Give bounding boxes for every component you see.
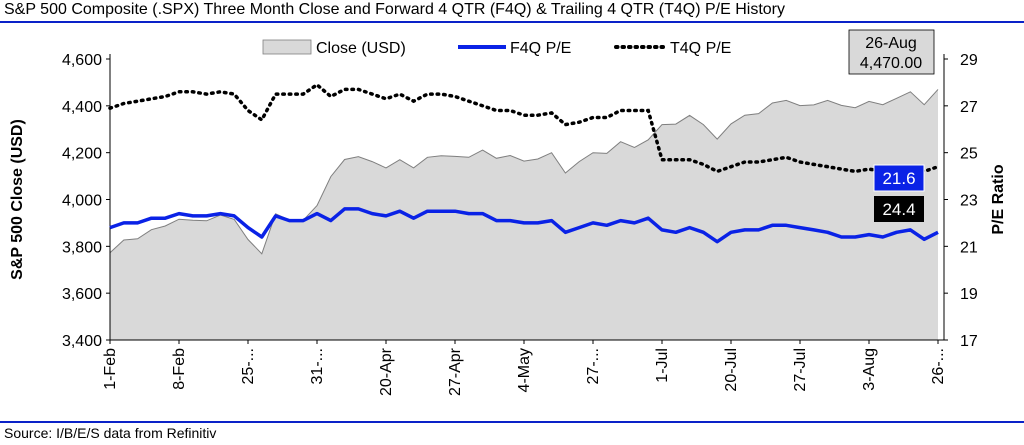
tick-labels-layer: 3,400 3,600 3,800 4,000 4,200 4,400 4,600 17 19 2… — [9, 52, 1007, 396]
x-tick-label: 1-Jul — [654, 348, 671, 383]
t4q-latest-value: 24.4 — [882, 200, 915, 219]
right-tick-label: 19 — [960, 286, 978, 303]
x-tick-label: 31-... — [309, 348, 326, 384]
close-area-outline — [109, 89, 939, 255]
x-tick-label: 20-Apr — [378, 347, 395, 396]
right-tick-label: 21 — [960, 239, 978, 256]
left-tick-label: 3,800 — [62, 239, 102, 256]
left-tick-label: 4,200 — [62, 146, 102, 163]
left-tick-label: 3,600 — [62, 286, 102, 303]
close-area — [110, 89, 938, 341]
x-tick-label: 27-Apr — [447, 347, 464, 396]
t4q-latest-badge — [874, 196, 924, 222]
f4q-pe-line — [109, 207, 939, 244]
right-tick-label: 17 — [960, 333, 978, 350]
x-tick-label: 25-... — [240, 348, 257, 384]
left-tick-label: 4,600 — [62, 52, 102, 69]
t4q-pe-line — [108, 82, 940, 174]
right-tick-label: 23 — [960, 193, 978, 210]
x-tick-label: 1-Feb — [102, 348, 119, 390]
latest-date-label: 26-Aug — [865, 35, 917, 52]
x-tick-label: 8-Feb — [171, 348, 188, 390]
right-tick-label: 25 — [960, 146, 978, 163]
legend-t4q-label: T4Q P/E — [670, 40, 731, 57]
legend-close-swatch — [262, 39, 312, 55]
latest-close-label: 4,470.00 — [860, 55, 922, 72]
legend-close-label: Close (USD) — [316, 40, 406, 57]
right-axis-title: P/E Ratio — [990, 164, 1007, 234]
x-tick-label: 26-... — [930, 348, 947, 384]
right-tick-label: 27 — [960, 99, 978, 116]
x-tick-label: 3-Aug — [861, 348, 878, 391]
top-rule — [0, 21, 1024, 23]
legend-f4q-label: F4Q P/E — [510, 40, 571, 57]
close-area-layer — [109, 89, 939, 341]
f4q-latest-value: 21.6 — [882, 169, 915, 188]
left-axis-title: S&P 500 Close (USD) — [9, 119, 26, 280]
left-tick-label: 3,400 — [62, 333, 102, 350]
latest-close-box — [848, 29, 935, 75]
x-tick-label: 4-May — [516, 348, 533, 392]
right-tick-label: 29 — [960, 52, 978, 69]
pe-lines-layer — [108, 82, 940, 244]
annotations-layer: 26-Aug 4,470.00 21.6 24.4 — [848, 29, 935, 222]
legend: Close (USD) F4Q P/E T4Q P/E — [262, 39, 731, 57]
bottom-rule — [0, 421, 1024, 423]
pe-history-chart: 3,400 3,600 3,800 4,000 4,200 4,400 4,600 17 19 2… — [9, 29, 1007, 396]
x-tick-label: 27-Jul — [792, 348, 809, 392]
left-tick-label: 4,000 — [62, 193, 102, 210]
chart-title: S&P 500 Composite (.SPX) Three Month Clo… — [4, 1, 785, 18]
axes-layer — [109, 54, 945, 341]
x-tick-label: 20-Jul — [723, 348, 740, 392]
left-tick-label: 4,400 — [62, 99, 102, 116]
f4q-latest-badge — [873, 164, 925, 192]
source-note: Source: I/B/E/S data from Refinitiv — [4, 425, 217, 441]
x-tick-label: 27-... — [585, 348, 602, 384]
